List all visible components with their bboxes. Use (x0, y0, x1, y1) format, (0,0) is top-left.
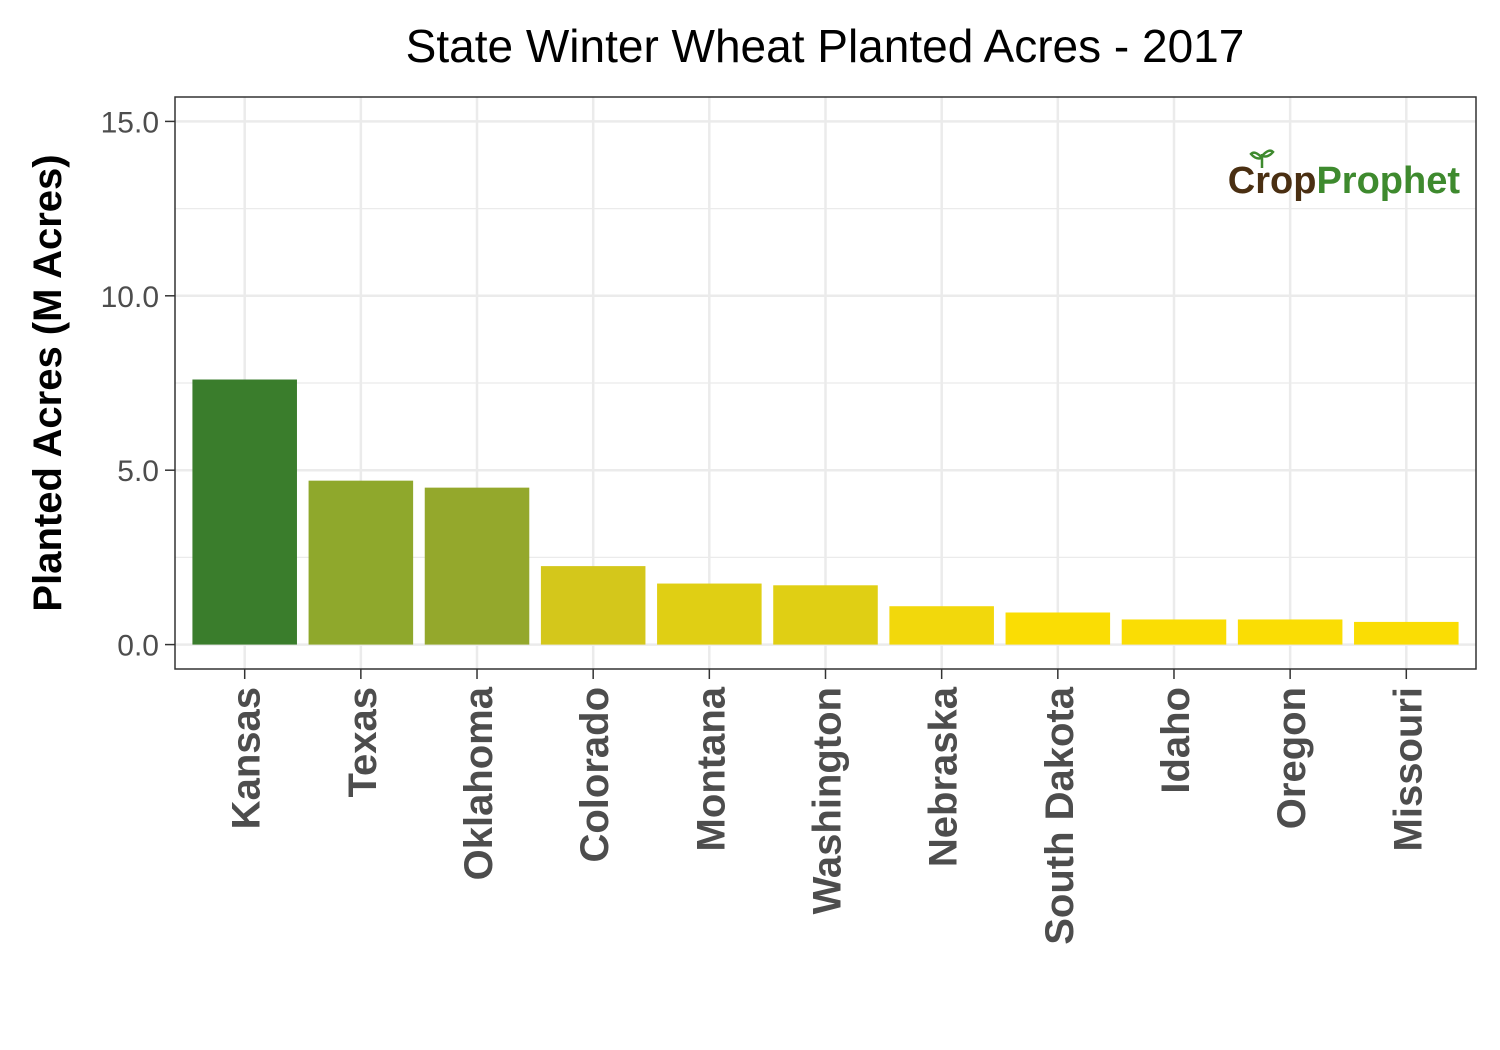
y-tick-label: 15.0 (101, 106, 159, 139)
x-tick-label: Missouri (1386, 687, 1430, 851)
x-tick-label: South Dakota (1038, 686, 1082, 945)
y-tick-label: 10.0 (101, 281, 159, 314)
logo-text-prophet: Prophet (1316, 160, 1460, 202)
x-tick-label: Nebraska (922, 686, 966, 867)
bar-south-dakota (1005, 612, 1111, 645)
y-axis-title: Planted Acres (M Acres) (26, 154, 70, 611)
x-tick-label: Texas (341, 687, 385, 797)
bar-texas (308, 480, 414, 645)
bar-oregon (1237, 619, 1343, 645)
cropprophet-logo: CropProphet (1228, 149, 1461, 202)
chart-title: State Winter Wheat Planted Acres - 2017 (406, 20, 1245, 72)
bar-montana (657, 583, 762, 645)
sprout-icon (1249, 149, 1275, 168)
x-tick-label: Idaho (1154, 687, 1198, 794)
bar-idaho (1121, 619, 1227, 645)
x-tick-label: Kansas (225, 687, 269, 829)
bar-missouri (1354, 621, 1459, 645)
x-tick-label: Montana (689, 686, 733, 851)
y-axis: 0.0 5.0 10.0 15.0 (101, 106, 175, 663)
y-tick-label: 0.0 (117, 630, 159, 663)
y-tick-label: 5.0 (117, 455, 159, 488)
bar-kansas (192, 379, 297, 645)
bar-nebraska (889, 606, 994, 645)
x-tick-label: Oregon (1270, 687, 1314, 829)
logo-text-crop: Crop (1228, 160, 1317, 202)
bar-oklahoma (424, 487, 530, 645)
bar-washington (773, 585, 878, 645)
x-tick-label: Oklahoma (457, 686, 501, 880)
x-axis: Kansas Texas Oklahoma Colorado Montana Washin… (225, 669, 1430, 945)
x-tick-label: Colorado (573, 687, 617, 863)
bar-colorado (540, 566, 646, 645)
svg-text:CropProphet: CropProphet (1228, 160, 1461, 202)
x-tick-label: Washington (806, 687, 850, 914)
bars (192, 379, 1459, 645)
